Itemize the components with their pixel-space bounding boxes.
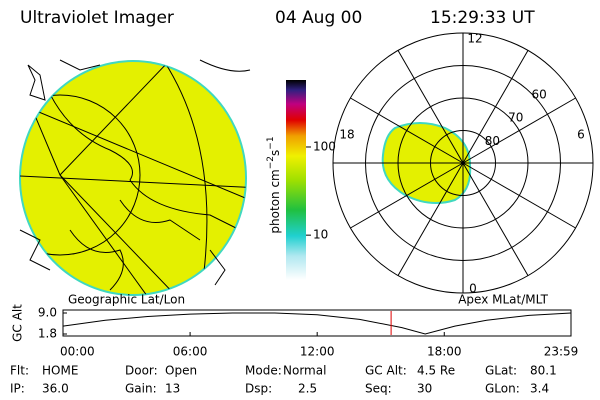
field-label: GLat: [485, 364, 517, 378]
y-axis-label: GC Alt [11, 304, 25, 342]
field-value: HOME [42, 364, 78, 378]
polar-spoke [462, 50, 529, 164]
polar-spoke [462, 97, 576, 164]
field-value: Open [165, 364, 197, 378]
y-tick-label: 9.0 [38, 306, 57, 320]
x-tick-label: 23:59 [544, 345, 579, 359]
colorbar-tick-label: 100 [313, 139, 336, 153]
field-value: 30 [417, 382, 432, 396]
field-label: GLon: [485, 382, 520, 396]
field-value: 3.4 [530, 382, 549, 396]
field-value: 4.5 Re [417, 364, 455, 378]
left-caption: Geographic Lat/Lon [68, 293, 185, 307]
colorbar [286, 80, 306, 280]
y-tick-label: 1.8 [38, 327, 57, 341]
geo-image [19, 59, 251, 296]
field-value: 80.1 [530, 364, 557, 378]
field-label: Dsp: [245, 382, 272, 396]
polar-ring-label: 70 [508, 111, 523, 125]
polar-ring-label: 60 [532, 87, 547, 101]
date: 04 Aug 00 [275, 8, 362, 28]
polar-spoke [350, 97, 464, 164]
field-label: Gain: [125, 382, 157, 396]
mlt-label: 18 [339, 128, 354, 142]
field-value: 2.5 [298, 382, 317, 396]
mlt-label: 0 [469, 282, 477, 296]
mlt-label: 12 [467, 32, 482, 46]
mlt-label: 6 [577, 128, 585, 142]
x-tick-label: 06:00 [173, 345, 208, 359]
field-label: Door: [125, 364, 158, 378]
field-label: GC Alt: [365, 364, 407, 378]
polar-spoke [462, 162, 529, 276]
field-label: Flt: [10, 364, 29, 378]
time: 15:29:33 UT [430, 8, 535, 28]
polar-spoke [462, 162, 576, 229]
field-value: 36.0 [42, 382, 69, 396]
polar-ring-label: 80 [485, 134, 500, 148]
title: Ultraviolet Imager [20, 8, 174, 28]
polar-spoke [397, 162, 464, 276]
x-tick-label: 00:00 [60, 345, 95, 359]
polar-caption: Apex MLat/MLT [458, 293, 548, 307]
polar-spoke [397, 50, 464, 164]
field-label: Seq: [365, 382, 392, 396]
field-label: Mode: [245, 364, 282, 378]
altitude-line [62, 312, 572, 335]
x-tick-label: 12:00 [300, 345, 335, 359]
field-value: Normal [283, 364, 326, 378]
field-value: 13 [165, 382, 180, 396]
x-tick-label: 18:00 [427, 345, 462, 359]
field-label: IP: [10, 382, 25, 396]
colorbar-tick-label: 10 [313, 228, 328, 242]
polar-spoke [350, 162, 464, 229]
colorbar-label: photon cm−2s−1 [266, 136, 282, 233]
